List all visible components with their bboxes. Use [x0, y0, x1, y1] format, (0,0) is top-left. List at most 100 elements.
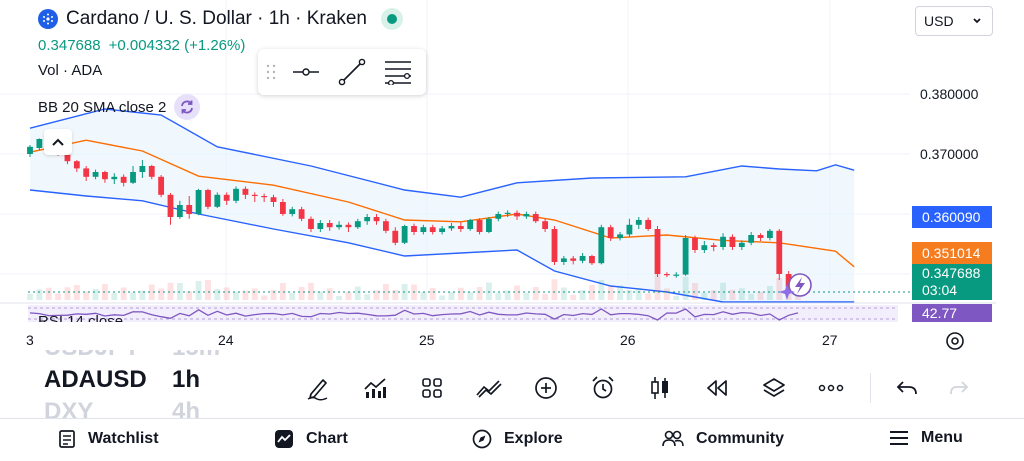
candle	[195, 190, 202, 214]
bollinger-upper-line	[29, 108, 855, 198]
market-open-status-icon[interactable]	[380, 8, 403, 30]
add-icon[interactable]	[528, 370, 564, 406]
nav-watchlist[interactable]: Watchlist	[58, 429, 159, 449]
volume-bar	[710, 290, 717, 300]
more-line-tools-icon[interactable]	[380, 54, 416, 90]
nav-explore[interactable]: Explore	[472, 429, 563, 449]
candle	[682, 238, 689, 275]
symbol-switcher[interactable]: USDJPY 15m ADAUSD 1h DXY 4h	[44, 350, 264, 418]
compare-symbols-icon[interactable]	[471, 370, 507, 406]
volume-bar	[663, 288, 670, 300]
symbol-option[interactable]: DXY 4h	[44, 398, 201, 418]
candle	[476, 220, 483, 232]
last-price-value: 0.347688	[922, 265, 981, 281]
rsi-legend[interactable]: RSI 14 close	[38, 313, 124, 322]
rsi-line	[29, 308, 799, 321]
volume-bar	[776, 278, 783, 300]
candle	[36, 139, 43, 148]
candle	[148, 166, 155, 177]
volume-legend[interactable]: Vol · ADA	[38, 62, 103, 79]
symbol-title[interactable]: Cardano / U. S. Dollar · 1h · Kraken	[66, 8, 367, 29]
layers-icon[interactable]	[756, 370, 792, 406]
volume-bar	[111, 293, 118, 300]
price-axis-tick: 0.380000	[920, 86, 979, 102]
sync-icon[interactable]	[174, 94, 201, 120]
active-symbol[interactable]: ADAUSD 1h	[44, 366, 201, 393]
candle	[542, 221, 549, 229]
candle	[579, 256, 586, 261]
volume-bar	[626, 290, 633, 300]
volume-bar	[64, 287, 71, 300]
candle	[270, 197, 277, 202]
volume-bar	[195, 281, 202, 300]
volume-bar	[551, 279, 558, 300]
toolbar-divider	[870, 373, 871, 403]
replay-icon[interactable]	[699, 370, 735, 406]
lightning-icon[interactable]	[788, 273, 812, 297]
horizontal-line-tool-icon[interactable]	[288, 54, 324, 90]
candle	[607, 227, 614, 238]
volume-bar	[167, 282, 174, 300]
draw-brush-icon[interactable]	[300, 370, 336, 406]
currency-select[interactable]: USD	[915, 6, 993, 36]
candle	[673, 274, 680, 276]
time-axis-tick: 24	[218, 332, 234, 348]
alarm-clock-icon[interactable]	[585, 370, 621, 406]
candle	[326, 223, 333, 228]
candle	[223, 194, 230, 201]
volume-bar	[439, 295, 446, 300]
layouts-grid-icon[interactable]	[414, 370, 450, 406]
candle	[710, 245, 717, 247]
volume-bar	[336, 296, 342, 300]
volume-bar	[83, 291, 90, 300]
nav-community[interactable]: Community	[662, 429, 784, 449]
currency-value: USD	[924, 13, 954, 29]
volume-bar	[214, 289, 221, 300]
candle	[354, 221, 361, 228]
community-icon	[662, 430, 684, 447]
candle	[766, 230, 773, 238]
candle	[242, 188, 249, 195]
collapse-legend-button[interactable]	[44, 129, 72, 155]
volume-bar	[392, 290, 399, 300]
undo-icon[interactable]	[889, 370, 925, 406]
volume-bar	[27, 294, 33, 300]
candles-icon[interactable]	[642, 370, 678, 406]
volume-bar	[589, 285, 595, 300]
volume-bar	[364, 294, 371, 300]
drag-handle-icon[interactable]	[264, 54, 278, 90]
candle	[598, 227, 605, 264]
volume-bar	[617, 285, 623, 300]
volume-bar	[148, 284, 155, 300]
redo-icon[interactable]	[946, 370, 972, 406]
chevron-up-icon	[52, 138, 64, 146]
volume-bar	[270, 290, 277, 300]
volume-bar	[242, 290, 249, 300]
candle	[120, 176, 127, 183]
candle	[560, 258, 567, 262]
nav-chart[interactable]: Chart	[274, 429, 348, 449]
candle	[701, 245, 708, 250]
indicator-legend[interactable]: BB 20 SMA close 2	[38, 94, 201, 120]
indicators-icon[interactable]	[357, 370, 393, 406]
symbol-option[interactable]: USDJPY 15m	[44, 350, 264, 364]
more-icon[interactable]	[813, 370, 849, 406]
volume-bar	[92, 289, 99, 300]
volume-bar	[457, 287, 464, 300]
candle	[158, 176, 165, 195]
nav-menu[interactable]: Menu	[889, 429, 963, 447]
trend-line-tool-icon[interactable]	[334, 54, 370, 90]
volume-bar	[158, 288, 165, 300]
candle	[251, 194, 258, 196]
last-price-label: 0.347688 03:04	[912, 264, 992, 300]
candle	[757, 235, 764, 238]
chart-settings-icon[interactable]	[946, 332, 964, 350]
bb-basis-price-label: 0.351014	[912, 242, 992, 264]
volume-bar	[308, 282, 314, 300]
sparkle-icon	[779, 284, 795, 300]
watchlist-icon	[59, 430, 75, 448]
compass-icon	[472, 429, 492, 449]
volume-bar	[205, 280, 211, 300]
candle	[289, 209, 296, 214]
